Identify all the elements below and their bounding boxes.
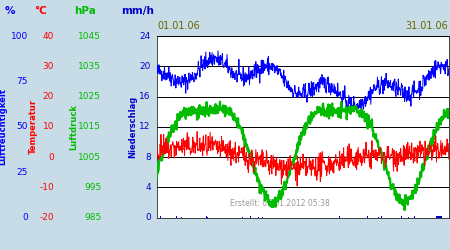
- Text: Luftdruck: Luftdruck: [69, 104, 78, 150]
- Text: Temperatur: Temperatur: [29, 99, 38, 154]
- Text: °C: °C: [34, 6, 46, 16]
- Text: 24: 24: [140, 32, 151, 41]
- Text: 995: 995: [84, 183, 101, 192]
- Text: hPa: hPa: [74, 6, 96, 16]
- Text: 100: 100: [11, 32, 28, 41]
- Text: 4: 4: [145, 183, 151, 192]
- Text: Erstellt: 07.01.2012 05:38: Erstellt: 07.01.2012 05:38: [230, 200, 329, 208]
- Text: 8: 8: [145, 152, 151, 162]
- Text: 20: 20: [43, 92, 54, 101]
- Text: 1015: 1015: [78, 122, 101, 132]
- Text: Luftfeuchtigkeit: Luftfeuchtigkeit: [0, 88, 8, 166]
- Text: 0: 0: [22, 213, 28, 222]
- Text: 10: 10: [42, 122, 54, 132]
- Text: mm/h: mm/h: [122, 6, 154, 16]
- Text: 40: 40: [43, 32, 54, 41]
- Text: 1035: 1035: [78, 62, 101, 71]
- Text: 31.01.06: 31.01.06: [406, 21, 449, 31]
- Text: 75: 75: [16, 77, 28, 86]
- Text: Niederschlag: Niederschlag: [128, 96, 137, 158]
- Text: 1025: 1025: [78, 92, 101, 101]
- Text: 20: 20: [140, 62, 151, 71]
- Text: -20: -20: [40, 213, 54, 222]
- Text: 01.01.06: 01.01.06: [157, 21, 200, 31]
- Text: 0: 0: [48, 152, 54, 162]
- Text: 985: 985: [84, 213, 101, 222]
- Text: 0: 0: [145, 213, 151, 222]
- Text: 1045: 1045: [78, 32, 101, 41]
- Text: 1005: 1005: [78, 152, 101, 162]
- Text: 30: 30: [42, 62, 54, 71]
- Text: 12: 12: [140, 122, 151, 132]
- Text: -10: -10: [39, 183, 54, 192]
- Text: 50: 50: [16, 122, 28, 132]
- Text: 16: 16: [139, 92, 151, 101]
- Text: %: %: [4, 6, 15, 16]
- Text: 25: 25: [17, 168, 28, 177]
